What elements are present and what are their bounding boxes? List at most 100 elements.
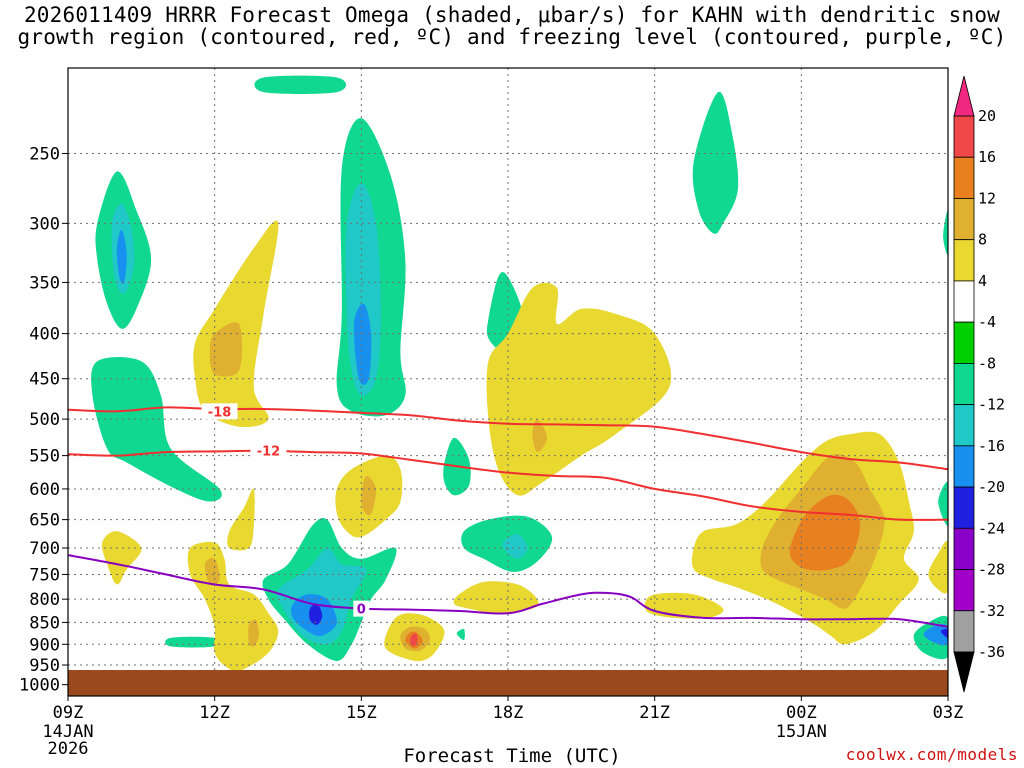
site-credit: coolwx.com/models	[845, 745, 1018, 764]
ground-band	[68, 670, 948, 696]
gridlines	[68, 68, 948, 696]
y-tick-label: 450	[29, 370, 60, 390]
colorbar-bin	[953, 156, 975, 199]
y-tick-label: 1000	[19, 676, 60, 696]
red-contour-label-bg	[250, 442, 287, 459]
omega-region-yellow-19z	[486, 282, 672, 496]
colorbar-label: 20	[978, 107, 996, 125]
omega-region-right-edge-green-mid	[938, 481, 948, 526]
x-tick-date-label: 15JAN	[776, 722, 827, 742]
colorbar-label: 8	[978, 231, 987, 249]
colorbar-bin	[953, 362, 975, 406]
omega-region-yellow-09z	[101, 531, 142, 585]
omega-region-mid-left-green	[91, 357, 222, 502]
red-contour-label-bg	[201, 403, 238, 420]
x-tick-label: 03Z	[933, 703, 964, 723]
colorbar-top-arrow	[953, 75, 975, 117]
y-tick-label: 650	[29, 511, 60, 531]
colorbar-label: -36	[978, 643, 1005, 661]
chart-title: 2026011409 HRRR Forecast Omega (shaded, …	[0, 4, 1024, 48]
colorbar-bin	[953, 280, 975, 323]
y-tick-label: 300	[29, 214, 60, 234]
red-contour--12	[68, 449, 948, 521]
purple-contour-label: 0	[357, 603, 366, 618]
title-line-1: 2026011409 HRRR Forecast Omega (shaded, …	[23, 3, 1001, 27]
colorbar-label: 12	[978, 189, 996, 207]
red-contour-label: -12	[257, 445, 281, 460]
colorbar-bin	[953, 610, 975, 653]
omega-region-lower-blue-14z	[309, 603, 323, 625]
omega-region-teal-19z	[502, 534, 528, 559]
colorbar-bin	[953, 198, 975, 241]
omega-region-green-bar-10z	[165, 636, 221, 648]
y-tick-label: 400	[29, 325, 60, 345]
omega-region-right-edge-green	[943, 210, 948, 255]
omega-region-yellow-12z	[227, 488, 255, 551]
colorbar-label: -12	[978, 396, 1005, 414]
colorbar-label: -16	[978, 437, 1005, 455]
colorbar-bin	[953, 321, 975, 364]
colorbar-bin	[953, 115, 975, 158]
omega-region-upper-left-cyan	[116, 229, 127, 284]
omega-region-orange-11z-upper	[209, 322, 243, 377]
colorbar-bin	[953, 239, 975, 282]
y-axis: 2503003504004505005506006507007508008509…	[19, 144, 68, 696]
y-tick-label: 800	[29, 590, 60, 610]
y-tick-label: 250	[29, 144, 60, 164]
omega-region-yellow-right-edge	[928, 540, 948, 594]
x-tick-label: 00Z	[786, 703, 817, 723]
colorbar-label: -32	[978, 602, 1005, 620]
colorbar-label: -8	[978, 354, 996, 372]
omega-region-right-edge-teal-low	[923, 623, 948, 646]
title-line-2: growth region (contoured, red, ºC) and f…	[17, 25, 1007, 49]
omega-region-yellow-17z-lower	[453, 581, 539, 614]
omega-region-orange-lower-left	[204, 557, 220, 586]
y-tick-label: 550	[29, 447, 60, 467]
x-tick-label: 21Z	[639, 703, 670, 723]
colorbar-label: -28	[978, 561, 1005, 579]
colorbar-bottom-arrow	[953, 651, 975, 693]
x-tick-year-label: 2026	[48, 739, 89, 759]
colorbar-bin	[953, 527, 975, 570]
x-tick-date-label: 14JAN	[42, 722, 93, 742]
omega-region-magenta-16z-lower	[410, 633, 418, 647]
colorbar-bin	[953, 404, 975, 447]
y-tick-label: 900	[29, 635, 60, 655]
red-contour-label: -18	[208, 405, 232, 420]
colorbar-label: -24	[978, 519, 1005, 537]
colorbar-bin	[953, 486, 975, 529]
omega-region-right-edge-blue-low	[940, 628, 948, 638]
omega-region-center-column-cyan	[353, 303, 372, 385]
y-tick-label: 850	[29, 613, 60, 633]
y-tick-label: 500	[29, 410, 60, 430]
colorbar-bin	[953, 569, 975, 612]
omega-region-orange-19z	[532, 419, 548, 453]
colorbar: 20 16 12 8 4 -4 -8 -12 -16 -20 -24 -28 -32 -36	[953, 75, 1005, 693]
colorbar-bin	[953, 445, 975, 488]
contour-lines: -18 -12 0	[68, 403, 948, 628]
x-tick-label: 15Z	[346, 703, 377, 723]
colorbar-label: -4	[978, 313, 996, 331]
y-tick-label: 750	[29, 565, 60, 585]
x-tick-label: 12Z	[199, 703, 230, 723]
y-tick-label: 700	[29, 539, 60, 559]
omega-region-center-column-teal	[345, 183, 381, 396]
omega-region-orange-15z	[361, 475, 377, 516]
y-tick-label: 950	[29, 656, 60, 676]
x-axis-label: Forecast Time (UTC)	[403, 745, 621, 767]
omega-region-top-right-green	[692, 91, 739, 234]
omega-region-top-strip	[254, 75, 347, 94]
y-tick-label: 600	[29, 480, 60, 500]
omega-region-green-dot-17z	[456, 628, 465, 641]
colorbar-label: 4	[978, 272, 987, 290]
x-tick-label: 18Z	[493, 703, 524, 723]
purple-contour-0	[68, 554, 948, 628]
purple-contour-label-bg	[353, 600, 370, 617]
colorbar-label: -20	[978, 478, 1005, 496]
x-tick-label: 09Z	[53, 703, 84, 723]
y-tick-label: 350	[29, 273, 60, 293]
colorbar-label: 16	[978, 148, 996, 166]
omega-region-orange-lower-left-b	[248, 619, 259, 647]
